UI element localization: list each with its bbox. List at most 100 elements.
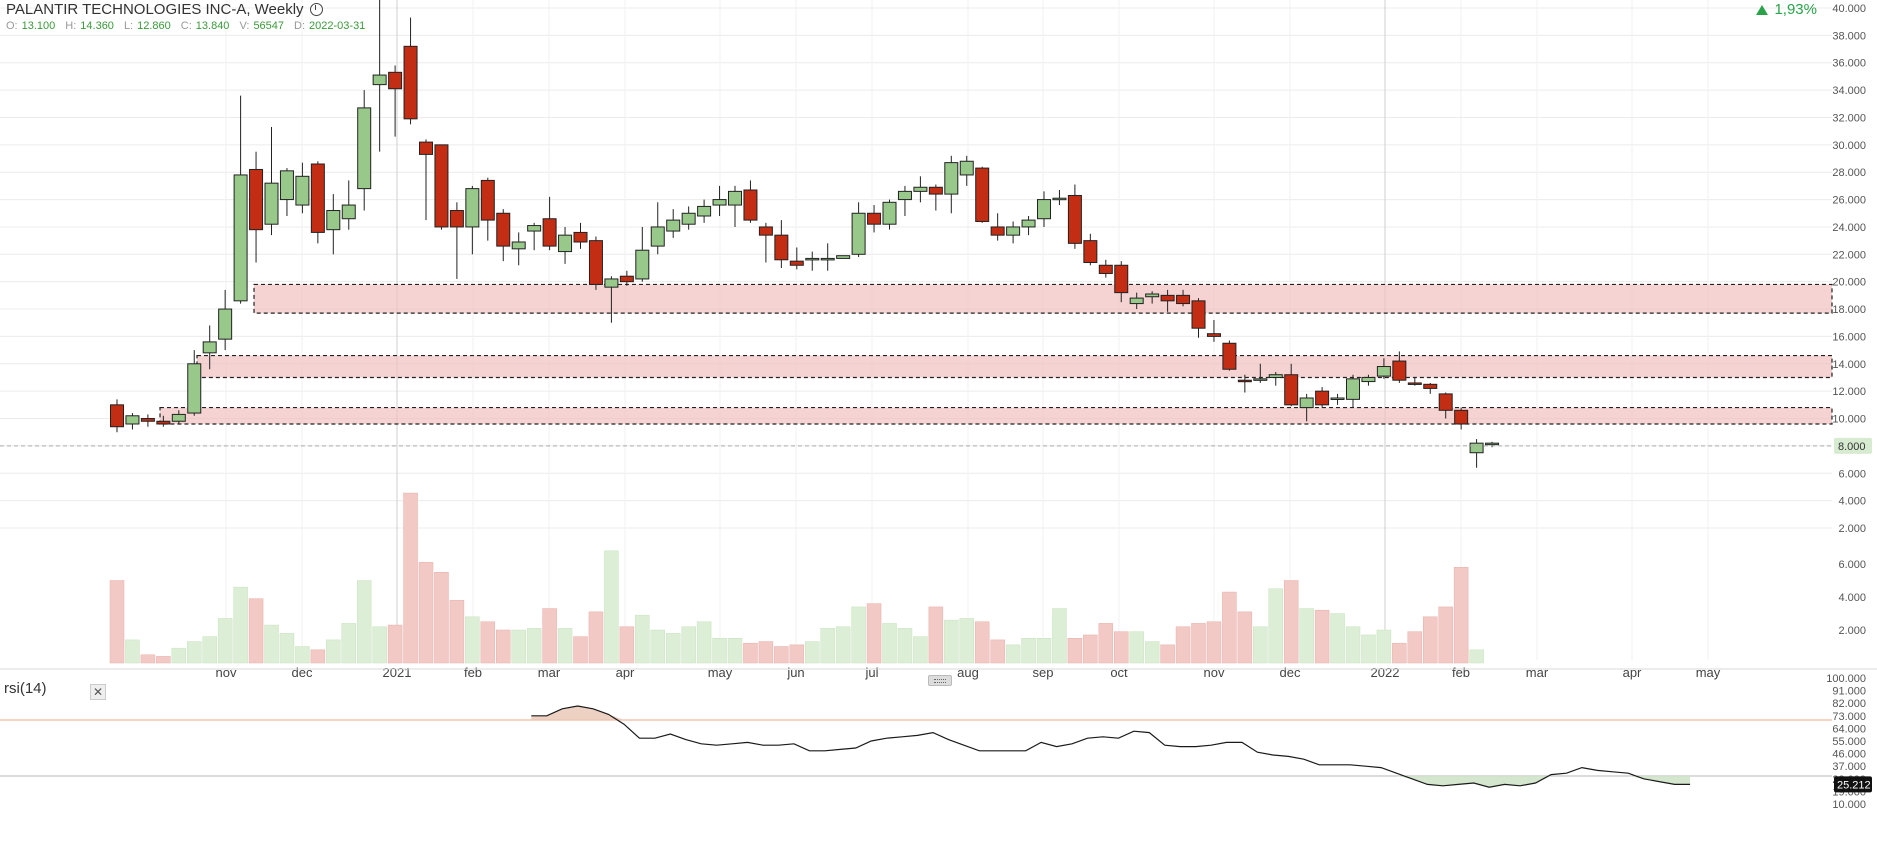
volume-bar [310,649,326,664]
volume-bar [1253,626,1268,664]
candle-up [1268,374,1283,378]
candle-up [125,415,140,425]
volume-bar [1222,591,1237,664]
volume-bar [1237,611,1253,664]
candle-up [697,205,712,217]
pane-resize-handle[interactable] [928,675,952,686]
volume-bar [1299,608,1314,664]
candle-up [882,201,897,225]
x-tick-label: dec [1280,665,1301,680]
volume-bar [526,628,542,664]
volume-bar [202,636,217,664]
close-icon[interactable]: ✕ [90,684,106,700]
volume-bar [341,623,356,664]
candle-down [480,179,495,221]
y-tick-label: 38.000 [1832,30,1866,42]
ohlc-date-value: 2022-03-31 [309,20,366,32]
candle-up [650,226,665,247]
volume-bar [928,606,944,664]
volume-bar [187,641,202,664]
x-tick-label: may [708,665,733,680]
x-tick-label: feb [1452,665,1470,680]
volume-bar [1067,638,1083,664]
candle-up [1376,366,1391,377]
candle-down [619,275,634,283]
x-tick-label: may [1696,665,1721,680]
y-tick-label: 12.000 [1832,386,1866,398]
candle-down [743,189,758,221]
candle-up [1346,378,1360,400]
ohlc-high-label: H: [65,20,77,32]
candle-down [496,212,511,247]
candle-down [156,420,171,425]
candle-up [1145,293,1160,298]
x-tick-label: dec [292,665,313,680]
candle-up [465,188,480,228]
candle-down [1098,264,1113,274]
volume-bar [557,628,573,664]
x-tick-label: feb [464,665,482,680]
candle-down [403,45,418,120]
candle-up [1361,376,1376,383]
clock-icon[interactable] [309,3,323,16]
candle-down [419,141,433,155]
volume-bar [1191,623,1206,664]
rsi-label: rsi(14) [4,680,47,697]
rsi-tick-label: 64.000 [1832,723,1866,735]
volume-bar [1083,634,1098,664]
rsi-tick-label: 37.000 [1832,761,1866,773]
volume-bar [295,646,310,664]
candle-down [1237,379,1252,383]
candle-up [836,255,851,259]
candle-up [1469,442,1484,454]
candle-up [295,175,310,206]
candle-down [1191,300,1206,329]
volume-bar [774,646,789,664]
volume-bar [171,647,187,664]
volume-bar [588,611,604,664]
candle-up [913,186,928,192]
volume-bar [1469,649,1484,664]
volume-bar [1206,621,1222,664]
candle-up [805,257,820,261]
candle-up [959,160,974,176]
y-tick-label: 2.000 [1838,523,1866,535]
candle-up [712,199,727,206]
candle-down [1176,294,1191,305]
volume-bar [990,639,1005,664]
volume-bar [1268,588,1283,664]
candle-up [1006,226,1021,236]
candle-down [1438,393,1453,411]
volume-bar [573,636,588,664]
y-tick-label: 20.000 [1832,277,1866,289]
ohlc-low-label: L: [123,20,134,32]
volume-bar [125,639,140,664]
candle-up [1052,197,1067,201]
candle-up [820,257,835,261]
x-tick-label: apr [616,665,635,680]
candle-down [310,163,325,233]
x-tick-label: 2021 [383,665,412,680]
price-zone [196,354,1833,379]
candle-up [202,341,217,354]
x-tick-label: sep [1033,665,1054,680]
volume-tick-label: 4.000 [1838,592,1866,604]
volume-bar [1376,629,1392,664]
volume-bar [1021,638,1036,664]
candle-up [279,170,294,201]
price-change-value: 1,93% [1774,1,1817,18]
candle-up [604,278,619,288]
price-zone [159,406,1833,425]
price-change: 1,93% [1756,1,1817,18]
candle-down [449,210,464,228]
y-tick-label: 36.000 [1832,58,1866,70]
volume-bar [418,562,434,664]
volume-bar [1005,644,1021,664]
volume-bar [805,641,820,664]
candle-down [1114,264,1129,294]
volume-bar [820,628,835,664]
ohlc-open-value: 13.100 [21,20,56,32]
candle-down [928,186,943,195]
candle-up [326,210,341,231]
